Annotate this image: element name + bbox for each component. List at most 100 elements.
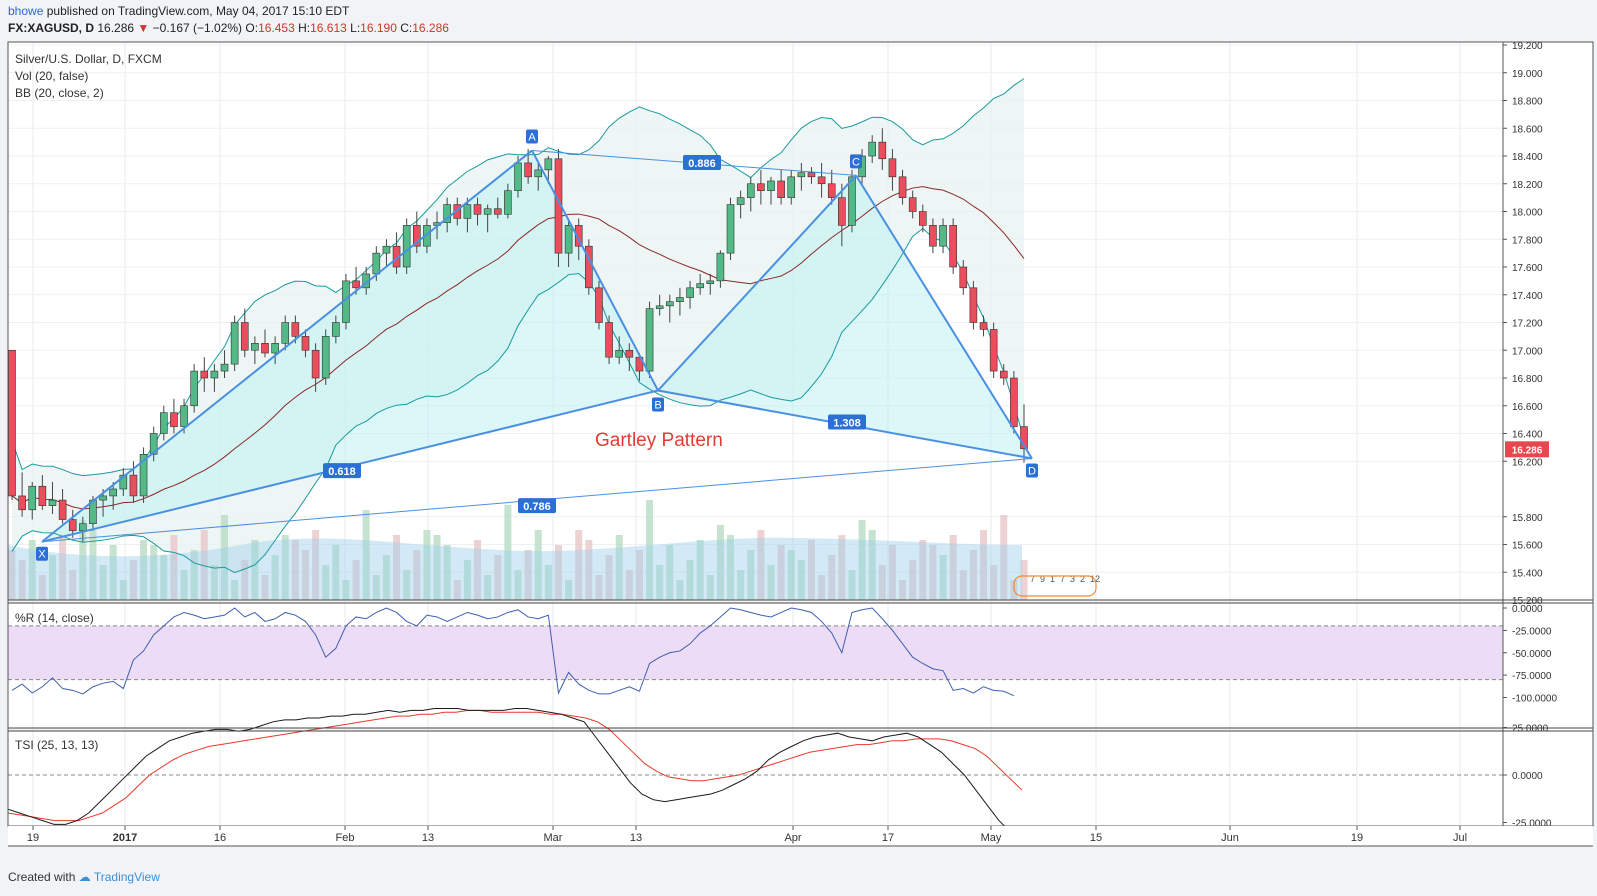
tsi-tick-label: -25.0000 xyxy=(1512,819,1552,830)
volume-bar xyxy=(281,535,289,600)
pattern-point-label: C xyxy=(852,156,860,168)
legend-volume: Vol (20, false) xyxy=(15,69,88,83)
volume-level-label: 7 xyxy=(1030,574,1035,584)
volume-bar xyxy=(170,535,178,600)
time-tick-label: Jun xyxy=(1221,832,1239,844)
volume-bar xyxy=(382,555,390,600)
volume-bar xyxy=(140,540,148,600)
tradingview-brand[interactable]: TradingView xyxy=(93,870,160,884)
time-tick-label: 19 xyxy=(27,832,39,844)
volume-level-label: 7 xyxy=(1060,574,1065,584)
williams-r-title: %R (14, close) xyxy=(15,611,94,625)
volume-bar xyxy=(241,560,249,600)
volume-bar xyxy=(706,575,714,600)
williams-tick-label: -100.0000 xyxy=(1512,694,1557,705)
volume-bar xyxy=(990,565,998,600)
open-label: O: xyxy=(245,21,259,35)
volume-bar xyxy=(413,550,421,600)
volume-bar xyxy=(737,570,745,600)
candle-body xyxy=(817,176,826,185)
volume-bar xyxy=(18,560,26,600)
candle-body xyxy=(605,322,613,358)
candle-body xyxy=(898,176,907,198)
author-link[interactable]: bhowe xyxy=(8,4,44,18)
candle-body xyxy=(210,370,219,379)
price-tick-label: 18.200 xyxy=(1512,180,1543,191)
volume-bar xyxy=(615,535,623,600)
price-tick-label: 18.800 xyxy=(1512,97,1543,108)
time-tick-label: Apr xyxy=(784,832,801,844)
candle-body xyxy=(28,485,37,511)
candle-body xyxy=(119,474,128,490)
volume-bar xyxy=(899,580,907,600)
volume-bar xyxy=(969,550,977,600)
volume-bar xyxy=(504,505,512,600)
volume-bar xyxy=(433,535,441,600)
candle-body xyxy=(888,158,897,178)
created-with-text: Created with xyxy=(8,870,76,884)
candle-body xyxy=(220,363,229,372)
volume-level-label: 1 xyxy=(1050,574,1055,584)
volume-bar xyxy=(939,555,947,600)
volume-bar xyxy=(89,530,97,600)
price-tick-label: 16.400 xyxy=(1512,430,1543,441)
price-tick-label: 16.800 xyxy=(1512,374,1543,385)
last-price-tag-label: 16.286 xyxy=(1512,445,1543,456)
volume-level-label: 9 xyxy=(1040,574,1045,584)
candle-body xyxy=(726,204,735,254)
candle-body xyxy=(332,322,340,337)
candle-body xyxy=(291,322,300,337)
volume-bar xyxy=(686,560,694,600)
volume-bar xyxy=(625,570,633,600)
candle-body xyxy=(696,283,704,289)
candle-body xyxy=(281,322,290,344)
candle-body xyxy=(170,412,178,427)
candle-body xyxy=(382,245,391,254)
candle-body xyxy=(160,412,168,434)
price-tick-label: 15.600 xyxy=(1512,541,1543,552)
candle-body xyxy=(352,280,360,289)
open-value: 16.453 xyxy=(258,21,295,35)
candle-body xyxy=(767,180,775,191)
volume-bar xyxy=(646,500,654,600)
candle-body xyxy=(311,349,320,379)
volume-bar xyxy=(797,560,805,600)
tradingview-logo-icon: ☁ xyxy=(78,870,91,884)
candle-body xyxy=(423,225,431,247)
volume-bar xyxy=(312,530,320,600)
candle-body xyxy=(402,225,411,268)
volume-bar xyxy=(342,580,350,600)
volume-bar xyxy=(200,530,208,600)
volume-level-label: 2 xyxy=(1080,574,1085,584)
candle-body xyxy=(493,208,502,215)
ratio-label: 1.308 xyxy=(833,417,861,429)
volume-bar xyxy=(291,540,299,600)
candle-body xyxy=(453,204,462,219)
last-price-tag xyxy=(1505,441,1549,458)
candle-body xyxy=(544,158,553,171)
price-tick-label: 15.200 xyxy=(1512,596,1543,607)
volume-bar xyxy=(362,510,370,600)
candle-body xyxy=(58,499,67,520)
price-tick-label: 15.800 xyxy=(1512,513,1543,524)
volume-bar xyxy=(676,580,684,600)
volume-bar xyxy=(595,575,603,600)
close-label: C: xyxy=(400,21,413,35)
volume-bar xyxy=(150,545,158,600)
volume-bar xyxy=(160,555,168,600)
candle-body xyxy=(1020,426,1028,450)
volume-bar xyxy=(28,540,36,600)
pattern-point-badge xyxy=(652,397,664,412)
volume-bar xyxy=(807,540,815,600)
down-arrow-icon: ▼ xyxy=(137,21,150,35)
ratio-badge xyxy=(518,498,556,514)
candle-body xyxy=(109,488,117,497)
volume-bar xyxy=(8,550,16,600)
volume-bar xyxy=(635,550,643,600)
candle-body xyxy=(908,197,917,212)
candle-body xyxy=(848,176,856,226)
williams-tick-label: -75.0000 xyxy=(1512,671,1552,682)
price-tick-label: 16.200 xyxy=(1512,457,1543,468)
candle-body xyxy=(271,343,279,354)
